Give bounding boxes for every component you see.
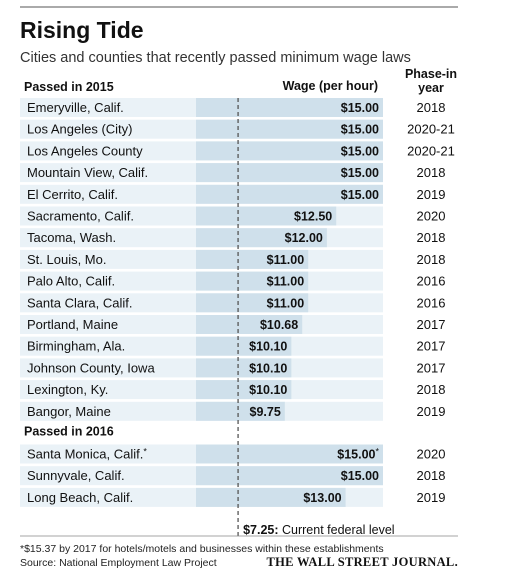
phase-in-header: Phase-in — [405, 67, 457, 81]
wage-value-label: $12.50 — [294, 210, 332, 224]
phase-in-year: 2017 — [417, 339, 446, 354]
wage-value-label: $15.00 — [341, 144, 379, 158]
federal-text: Current federal level — [282, 523, 395, 537]
wage-bar — [196, 119, 383, 139]
phase-in-year: 2018 — [417, 230, 446, 245]
phase-in-year: 2017 — [417, 317, 446, 332]
place-footnote-mark: * — [143, 447, 147, 457]
chart-rows: Passed in 2015 Emeryville, Calif. $15.00 20… — [20, 80, 455, 507]
source-note: Source: National Employment Law Project — [20, 557, 217, 569]
place-label: Los Angeles (City) — [27, 122, 133, 137]
place-label: Portland, Maine — [27, 317, 118, 332]
place-label: Los Angeles County — [27, 143, 143, 158]
chart-subtitle: Cities and counties that recently passed… — [20, 50, 411, 66]
wage-value-label: $15.00* — [337, 447, 379, 462]
footnote: *$15.37 by 2017 for hotels/motels and bu… — [20, 543, 384, 555]
svg-text:$7.25: Current federal level: $7.25: Current federal level — [243, 523, 395, 537]
phase-in-year: 2018 — [417, 252, 446, 267]
place-label: Santa Monica, Calif.* — [27, 447, 147, 462]
wage-bar — [196, 249, 309, 269]
wage-value-label: $9.75 — [250, 405, 281, 419]
phase-in-year: 2019 — [417, 187, 446, 202]
wage-value-label: $15.00 — [341, 101, 379, 115]
place-label: Sunnyvale, Calif. — [27, 468, 125, 483]
phase-in-year: 2016 — [417, 274, 446, 289]
group-header: Passed in 2015 — [24, 80, 114, 94]
wage-column-header: Wage (per hour) — [283, 79, 378, 93]
wage-bar — [196, 98, 383, 117]
place-label: Bangor, Maine — [27, 404, 111, 419]
place-label: Emeryville, Calif. — [27, 100, 124, 115]
place-label: Lexington, Ky. — [27, 382, 108, 397]
wage-bar — [196, 184, 383, 204]
wage-bar — [196, 141, 383, 161]
wage-value-label: $15.00 — [341, 469, 379, 483]
wage-bar — [196, 380, 292, 400]
place-label: St. Louis, Mo. — [27, 252, 106, 267]
place-label: Tacoma, Wash. — [27, 230, 116, 245]
wage-value-label: $11.00 — [267, 253, 305, 267]
wage-value-label: $11.00 — [267, 275, 305, 289]
wage-value-label: $10.10 — [249, 383, 287, 397]
phase-in-year: 2020-21 — [407, 122, 455, 137]
wage-value-label: $10.68 — [260, 318, 298, 332]
wage-value-label: $15.00 — [341, 166, 379, 180]
phase-in-year: 2018 — [417, 100, 446, 115]
phase-in-year: 2018 — [417, 382, 446, 397]
wage-value-label: $10.10 — [249, 361, 287, 375]
place-label: Palo Alto, Calif. — [27, 274, 115, 289]
place-label: Long Beach, Calif. — [27, 490, 133, 505]
value-footnote-mark: * — [375, 447, 379, 457]
place-label: Sacramento, Calif. — [27, 209, 134, 224]
wage-bar — [196, 315, 303, 334]
publisher-logo: THE WALL STREET JOURNAL. — [266, 555, 458, 569]
federal-value-label: $7.25: — [243, 523, 278, 537]
place-label: Johnson County, Iowa — [27, 360, 155, 375]
place-label: Mountain View, Calif. — [27, 165, 148, 180]
wage-bar — [196, 336, 292, 356]
place-label: Birmingham, Ala. — [27, 339, 125, 354]
place-label: El Cerrito, Calif. — [27, 187, 118, 202]
phase-in-year: 2020 — [417, 209, 446, 224]
phase-in-year: 2019 — [417, 490, 446, 505]
wage-value-label: $10.10 — [249, 340, 287, 354]
wage-bar — [196, 206, 337, 226]
wage-value-label: $12.00 — [285, 231, 323, 245]
phase-in-year: 2020-21 — [407, 143, 455, 158]
phase-in-year: 2018 — [417, 468, 446, 483]
phase-in-year: 2020 — [417, 447, 446, 462]
wage-bar — [196, 163, 383, 183]
wage-bar — [196, 487, 346, 507]
wage-bar — [196, 401, 285, 421]
phase-in-year: 2017 — [417, 360, 446, 375]
place-label: Santa Clara, Calif. — [27, 295, 133, 310]
wage-value-label: $15.00 — [341, 123, 379, 137]
wage-bar — [196, 358, 292, 378]
phase-in-year: 2019 — [417, 404, 446, 419]
wage-value-label: $11.00 — [267, 296, 305, 310]
wage-value-label: $15.00 — [341, 188, 379, 202]
wage-bar — [196, 271, 309, 291]
wage-value-label: $13.00 — [303, 491, 341, 505]
federal-level-label: $7.25: Current federal level — [243, 523, 395, 537]
wage-bar — [196, 228, 327, 248]
wage-bar — [196, 293, 309, 313]
wage-bar — [196, 466, 383, 486]
chart-title: Rising Tide — [20, 17, 144, 43]
wage-bar — [196, 444, 383, 464]
phase-in-year: 2018 — [417, 165, 446, 180]
phase-in-year: 2016 — [417, 295, 446, 310]
group-header: Passed in 2016 — [24, 425, 114, 439]
year-header: year — [418, 81, 444, 95]
